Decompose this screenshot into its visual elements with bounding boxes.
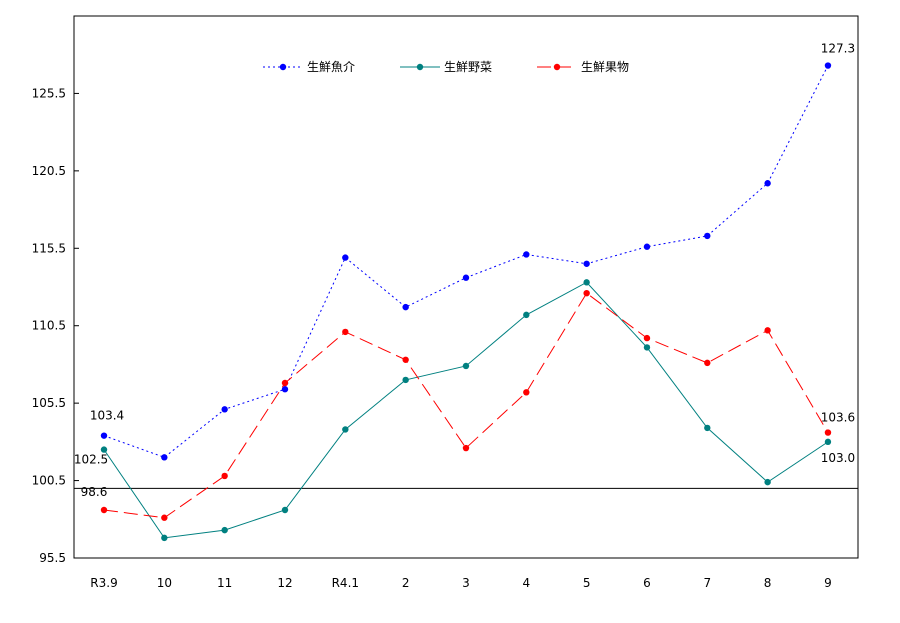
- y-tick-label: 125.5: [32, 86, 66, 100]
- data-point: [643, 344, 651, 351]
- data-point: [221, 472, 228, 480]
- legend: 生鮮魚介 生鮮野菜 生鮮果物: [263, 60, 629, 74]
- data-label: 98.6: [81, 485, 108, 499]
- data-point: [281, 386, 289, 393]
- legend-swatch-marker: [553, 63, 561, 71]
- x-tick-label: 6: [643, 576, 651, 590]
- x-tick-label: 10: [157, 576, 172, 590]
- x-tick-label: 11: [217, 576, 232, 590]
- data-point: [462, 444, 470, 452]
- data-point: [281, 506, 289, 514]
- data-point: [221, 406, 228, 413]
- data-point: [342, 426, 349, 433]
- legend-label: 生鮮野菜: [444, 60, 492, 74]
- legend-label: 生鮮魚介: [307, 60, 355, 74]
- series-3: [100, 289, 832, 521]
- series-layer: [100, 62, 832, 542]
- data-point: [643, 243, 651, 250]
- data-label: 103.0: [821, 451, 855, 465]
- x-tick-label: R3.9: [90, 576, 117, 590]
- x-tick-label: 2: [402, 576, 410, 590]
- data-point: [643, 334, 651, 342]
- legend-item: 生鮮果物: [537, 60, 629, 74]
- series-2: [100, 279, 832, 542]
- legend-item: 生鮮野菜: [400, 60, 492, 74]
- data-point: [824, 62, 832, 69]
- x-tick-label: 5: [583, 576, 591, 590]
- data-point: [764, 327, 771, 334]
- y-tick-label: 115.5: [32, 241, 66, 255]
- y-tick-label: 105.5: [32, 396, 66, 410]
- data-point: [100, 506, 108, 514]
- x-axis: R3.9 10 11 12 R4.1 2 3 4 5 6 7 8 9: [90, 576, 831, 590]
- y-tick-label: 110.5: [32, 319, 66, 333]
- data-point: [523, 311, 530, 319]
- data-label: 127.3: [821, 42, 855, 56]
- data-point: [583, 289, 590, 297]
- data-point: [704, 424, 711, 432]
- data-point: [704, 359, 711, 367]
- data-point: [100, 432, 108, 439]
- data-labels: 103.4 102.5 98.6 127.3 103.6 103.0: [74, 42, 855, 499]
- x-tick-label: R4.1: [332, 576, 359, 590]
- data-point: [764, 478, 771, 486]
- data-point: [342, 328, 349, 336]
- x-tick-label: 7: [703, 576, 711, 590]
- x-tick-label: 9: [824, 576, 832, 590]
- data-point: [402, 376, 409, 384]
- data-label: 102.5: [74, 453, 108, 467]
- data-point: [583, 279, 590, 286]
- y-tick-label: 100.5: [32, 474, 66, 488]
- plot-area: [73, 15, 859, 559]
- data-point: [462, 362, 470, 370]
- data-point: [462, 274, 470, 281]
- legend-swatch-marker: [416, 63, 424, 71]
- data-point: [523, 389, 530, 396]
- data-point: [161, 454, 168, 461]
- data-point: [221, 526, 228, 534]
- x-tick-label: 8: [764, 576, 772, 590]
- data-point: [161, 514, 168, 521]
- data-point: [402, 356, 409, 363]
- y-tick-label: 95.5: [39, 551, 66, 565]
- data-label: 103.4: [90, 409, 124, 423]
- legend-swatch-marker: [279, 63, 287, 71]
- x-tick-label: 4: [522, 576, 530, 590]
- data-point: [583, 260, 590, 267]
- legend-label: 生鮮果物: [581, 60, 629, 74]
- series-1: [100, 62, 832, 461]
- data-point: [100, 446, 108, 453]
- x-tick-label: 3: [462, 576, 470, 590]
- data-point: [824, 438, 832, 446]
- data-point: [402, 303, 409, 311]
- data-point: [342, 254, 349, 261]
- data-point: [281, 379, 289, 387]
- data-point: [523, 251, 530, 258]
- data-point: [764, 180, 771, 187]
- data-point: [824, 429, 832, 436]
- x-tick-label: 12: [277, 576, 292, 590]
- y-tick-label: 120.5: [32, 164, 66, 178]
- y-axis: 95.5 100.5 105.5 110.5 115.5 120.5 125.5: [32, 86, 79, 565]
- data-label: 103.6: [821, 411, 855, 425]
- legend-item: 生鮮魚介: [263, 60, 355, 74]
- data-point: [161, 534, 168, 542]
- data-point: [704, 232, 711, 240]
